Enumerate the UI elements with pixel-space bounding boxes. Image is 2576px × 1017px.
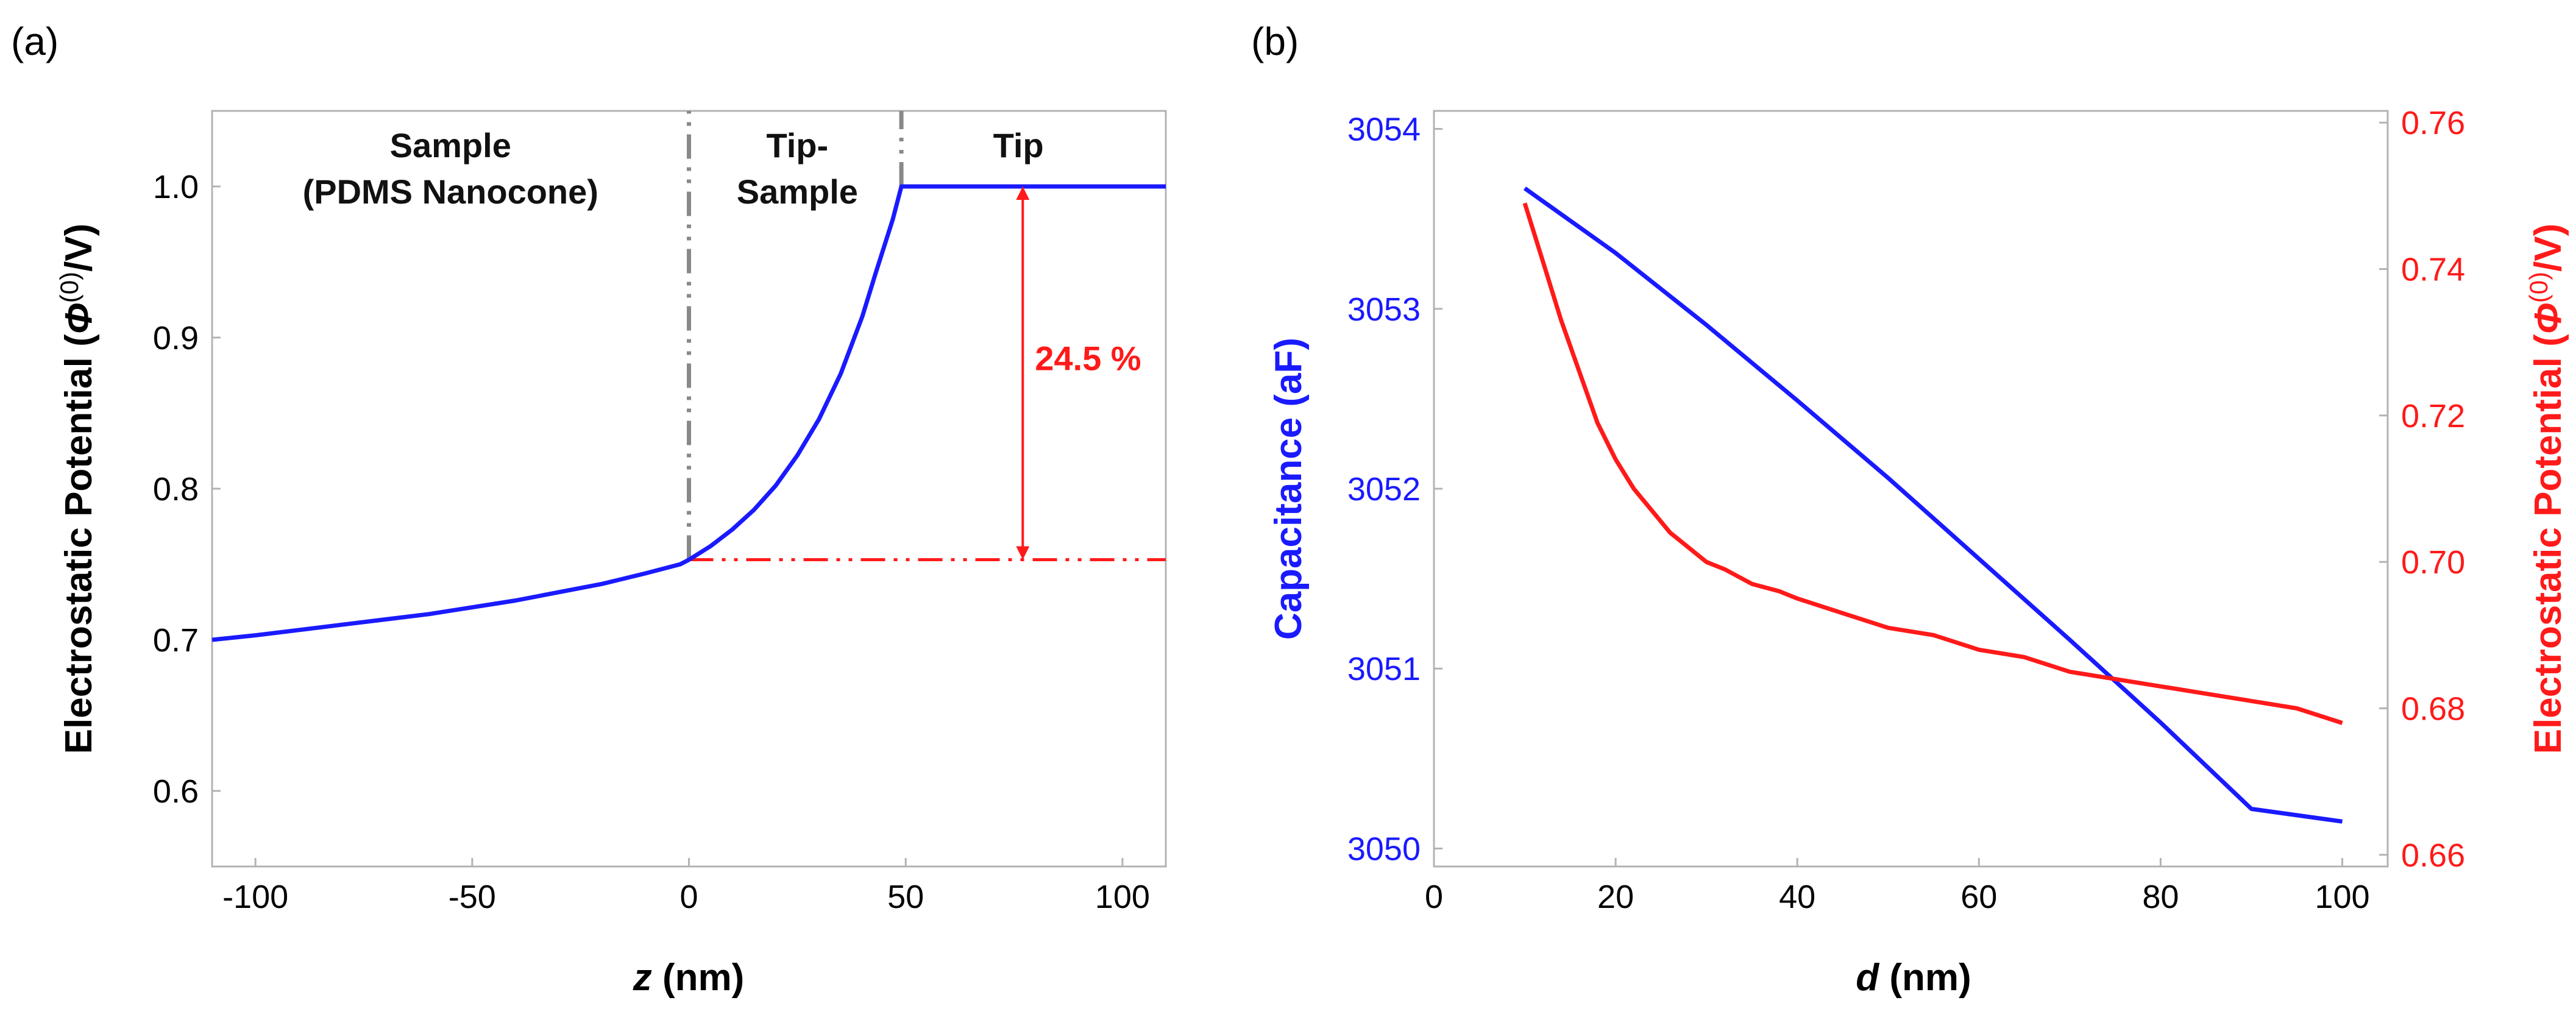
x-tick-label-a: 100 (1095, 879, 1150, 915)
y-axis-title-a: Electrostatic Potential (Φ(0)/V) (55, 224, 100, 754)
region-label: (PDMS Nanocone) (303, 172, 598, 211)
y-tick-label-a: 0.6 (153, 773, 199, 810)
annotation-arrowhead-top (1016, 186, 1030, 200)
annotation-arrowhead-bottom (1016, 546, 1030, 560)
y-tick-label-a: 0.7 (153, 622, 199, 659)
y-tick-label-left-b: 3052 (1347, 471, 1421, 508)
y-tick-label-right-b: 0.68 (2401, 690, 2465, 727)
region-label: Sample (737, 172, 858, 211)
y-axis-right-sup-b: (0) (2524, 272, 2553, 303)
x-tick-label-b: 20 (1597, 879, 1634, 915)
y-tick-label-right-b: 0.72 (2401, 398, 2465, 434)
panel-b: (b) 0 20 40 60 80 100 3050 3051 3052 3053 3054 0.66… (1251, 19, 2569, 999)
y-axis-right-prefix-b: Electrostatic Potential ( (2527, 334, 2569, 754)
x-axis-unit-a: (nm) (652, 957, 745, 999)
x-tick-label-a: 0 (679, 879, 698, 915)
y-tick-label-left-b: 3053 (1347, 291, 1421, 328)
x-tick-label-b: 60 (1960, 879, 1997, 915)
x-axis-title-a: z (nm) (633, 957, 745, 999)
panel-label-a: (a) (11, 19, 59, 63)
series-line-right-b (1522, 202, 2343, 725)
panel-label-b: (b) (1251, 19, 1299, 63)
y-tick-label-right-b: 0.74 (2401, 252, 2465, 288)
region-label: Tip- (767, 126, 829, 165)
series-line-left-b (1523, 186, 2343, 824)
y-axis-sup-a: (0) (55, 272, 83, 303)
y-axis-prefix-a: Electrostatic Potential ( (58, 334, 100, 754)
x-axis-unit-b: (nm) (1879, 957, 1971, 999)
panel-b-marks: 0 20 40 60 80 100 3050 3051 3052 3053 3054 0.66 0.68… (1347, 105, 2465, 915)
y-tick-label-left-b: 3050 (1347, 831, 1421, 867)
panel-a-marks: -100 -50 0 50 100 0.6 0.7 0.8 0.9 1.0 24.5 % Sample… (153, 111, 1166, 915)
annotation-label: 24.5 % (1035, 339, 1141, 377)
y-tick-label-a: 0.8 (153, 471, 199, 508)
y-tick-label-right-b: 0.70 (2401, 544, 2465, 581)
y-axis-suffix-a: /V) (58, 224, 100, 272)
x-axis-var-a: z (633, 957, 652, 999)
y-axis-title-left-b: Capacitance (aF) (1268, 338, 1310, 640)
x-tick-label-b: 0 (1425, 879, 1443, 915)
y-axis-symbol-a: Φ (58, 303, 100, 334)
x-tick-label-a: 50 (887, 879, 924, 915)
y-tick-label-a: 0.9 (153, 320, 199, 356)
x-axis-var-b: d (1856, 957, 1879, 999)
x-tick-label-b: 100 (2315, 879, 2369, 915)
region-label: Tip (993, 126, 1044, 165)
y-tick-label-a: 1.0 (153, 169, 199, 205)
y-axis-right-symbol-b: Φ (2527, 303, 2569, 334)
x-tick-label-a: -100 (222, 879, 288, 915)
y-axis-right-suffix-b: /V) (2527, 224, 2569, 272)
x-axis-title-b: d (nm) (1856, 957, 1971, 999)
x-tick-label-b: 40 (1779, 879, 1815, 915)
x-tick-label-b: 80 (2142, 879, 2179, 915)
y-tick-label-right-b: 0.76 (2401, 105, 2465, 141)
region-label: Sample (390, 126, 511, 165)
x-tick-label-a: -50 (449, 879, 496, 915)
y-axis-title-right-b: Electrostatic Potential (Φ(0)/V) (2524, 224, 2569, 754)
y-tick-label-right-b: 0.66 (2401, 837, 2465, 874)
y-tick-label-left-b: 3054 (1347, 112, 1421, 148)
y-tick-label-left-b: 3051 (1347, 651, 1421, 687)
series-line-a (211, 184, 1166, 642)
panel-a: (a) -100 -50 0 50 100 0.6 0.7 0.8 0.9 1.0 24.5 % Sa… (11, 19, 1167, 999)
